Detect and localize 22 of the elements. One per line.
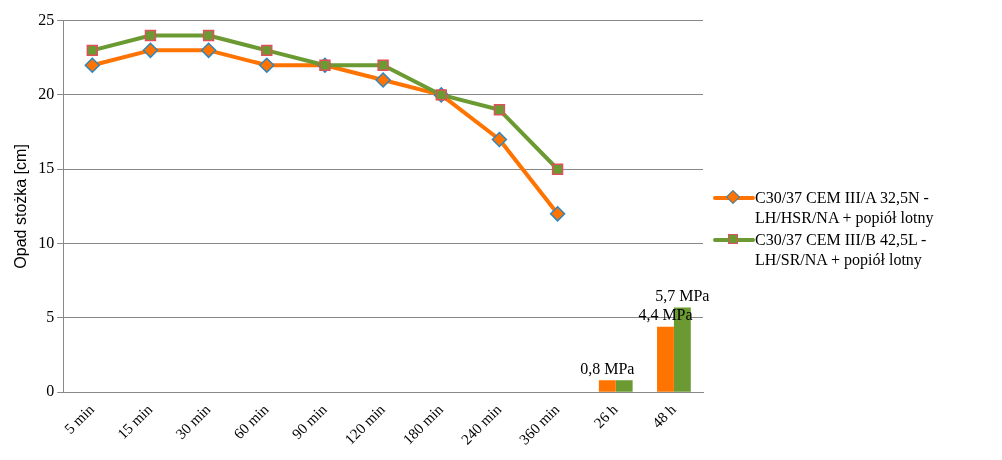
- legend-label: C30/37 CEM III/A 32,5N - LH/HSR/NA + popiół lotny: [755, 188, 935, 228]
- legend-label: C30/37 CEM III/B 42,5L - LH/SR/NA + popiół lotny: [755, 230, 928, 270]
- x-tick-label: 26 h: [590, 400, 622, 432]
- x-tick-label: 240 min: [457, 400, 505, 448]
- x-tick-label: 360 min: [516, 400, 563, 448]
- y-tick-label: 0: [46, 382, 55, 400]
- y-tick-label: 15: [38, 159, 55, 177]
- y-tick-label: 10: [38, 233, 55, 251]
- x-tick-label: 60 min: [230, 400, 273, 443]
- y-axis-title: Opad stożka [cm]: [12, 144, 30, 269]
- x-tick-label: 90 min: [288, 400, 331, 443]
- data-label: 5,7 MPa: [655, 286, 710, 304]
- x-tick-label: 48 h: [648, 400, 680, 432]
- y-tick-label: 5: [46, 308, 55, 326]
- y-tick-label: 20: [38, 85, 55, 103]
- x-tick-label: 15 min: [114, 400, 156, 443]
- data-label: 0,8 MPa: [580, 359, 635, 377]
- x-tick-label: 120 min: [341, 400, 389, 448]
- x-tick-label: 180 min: [399, 400, 447, 448]
- x-tick-label: 5 min: [61, 400, 98, 437]
- x-tick-label: 30 min: [172, 400, 214, 443]
- y-tick-label: 25: [38, 10, 55, 28]
